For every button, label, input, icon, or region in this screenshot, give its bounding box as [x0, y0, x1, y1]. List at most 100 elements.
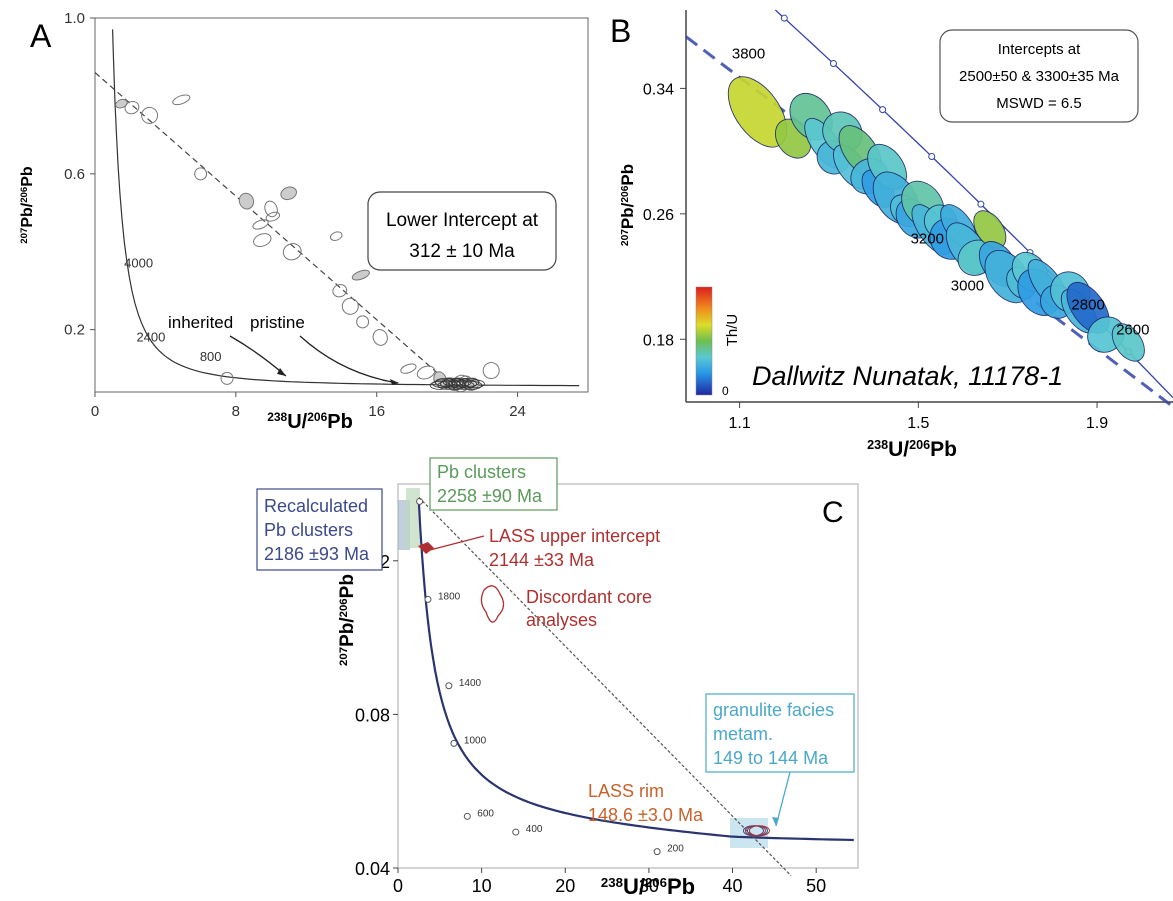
- panel-a-intercept-text: Lower Intercept at: [386, 210, 539, 231]
- concordia-age-marker: [653, 848, 661, 856]
- data-ellipse: [351, 269, 370, 281]
- y-tick-label: 1.0: [64, 10, 85, 27]
- concordia-age-label: 600: [477, 808, 494, 819]
- x-tick-label: 10: [472, 876, 492, 896]
- panel-c-ylabel-part: 207: [338, 647, 350, 666]
- lass-rim-text: 148.6 ±3.0 Ma: [588, 805, 704, 825]
- concordia-age-label: 3200: [911, 231, 944, 248]
- panel-a-xlabel: 238U/206Pb: [267, 410, 353, 433]
- concordia-age-marker: [829, 60, 837, 68]
- concordia-age-marker: [879, 106, 887, 114]
- concordia-age-marker: [450, 739, 458, 747]
- arrowhead-inherited: [277, 368, 286, 376]
- concordia-age-label: 4000: [124, 255, 153, 270]
- cluster-ellipse: [440, 379, 462, 389]
- x-tick-label: 1.9: [1086, 415, 1108, 432]
- concordia-age-marker: [424, 595, 432, 603]
- granulite-arrowhead: [772, 817, 779, 826]
- x-tick-label: 8: [232, 403, 240, 420]
- panel-b-xlabel: 238U/206Pb: [867, 438, 957, 461]
- x-tick-label: 0: [91, 403, 99, 420]
- x-tick-label: 1.1: [728, 415, 750, 432]
- colorbar-label: Th/U: [724, 314, 741, 347]
- cluster-ellipse: [432, 379, 454, 389]
- concordia-age-label: 1400: [459, 678, 482, 689]
- panel-b-intercept-box: [939, 29, 1139, 123]
- panel-c-xlabel-part: U/: [623, 874, 645, 899]
- th-u-ellipse: [1111, 323, 1145, 362]
- panel-a-frame: [94, 17, 589, 393]
- data-ellipse: [356, 315, 370, 329]
- data-ellipse: [280, 186, 297, 201]
- panel-b-ylabel-text: 207Pb/206Pb: [618, 164, 637, 246]
- data-ellipse: [372, 329, 388, 346]
- data-ellipse: [172, 94, 191, 106]
- granulite-leader: [775, 771, 791, 827]
- panel-b-ylabel-part: 206: [620, 185, 631, 202]
- data-ellipse: [141, 106, 159, 124]
- data-ellipse: [400, 363, 417, 374]
- panel-a-ylabel-part: Pb/: [19, 202, 36, 227]
- panel-c-ylabel: 207Pb/206Pb: [337, 574, 358, 666]
- concordia-age-label: 200: [667, 844, 684, 855]
- recalc-text: 2186 ±93 Ma: [264, 544, 370, 564]
- granulite-text: 149 to 144 Ma: [713, 748, 829, 768]
- panel-c-ylabel-part: 206: [338, 598, 350, 617]
- data-ellipse: [220, 371, 234, 385]
- lass-upper-leader: [429, 535, 485, 551]
- pb-band: [406, 488, 420, 548]
- concordia-age-label: 800: [200, 349, 222, 364]
- panel-a-letter: A: [30, 18, 52, 54]
- y-tick-label: 0.34: [643, 81, 674, 98]
- x-tick-label: 50: [806, 876, 826, 896]
- granulite-box: [705, 693, 855, 773]
- panel-b-letter: B: [610, 13, 631, 49]
- panel-c-letter: C: [822, 496, 844, 529]
- panel-c-xlabel-part: 206: [645, 875, 667, 890]
- panel-a-ylabel-text: 207Pb/206Pb: [19, 166, 37, 244]
- data-ellipse: [115, 98, 128, 109]
- cluster-ellipse: [456, 379, 477, 389]
- data-ellipse: [282, 243, 302, 261]
- panel-b-ylabel: 207Pb/206Pb: [618, 164, 637, 246]
- concordia-age-marker: [416, 497, 424, 505]
- panel-b-ylabel-part: 207: [620, 229, 631, 246]
- concordia-age-label: 1800: [438, 591, 461, 602]
- concordia-age-marker: [512, 828, 520, 836]
- concordia-age-label: 3000: [951, 278, 984, 295]
- annot-inherited: inherited: [168, 313, 233, 332]
- concordia-age-label: 2600: [1116, 322, 1149, 339]
- pb-box: [429, 457, 558, 511]
- th-u-colorbar: [695, 286, 713, 396]
- concordia-age-marker: [463, 812, 471, 820]
- data-ellipse: [265, 211, 281, 222]
- panel-c-xlabel-part: Pb: [667, 874, 695, 899]
- concordia-age-label: 1000: [464, 735, 487, 746]
- panel-c-frame: [397, 483, 859, 869]
- panel-b-xlabel-text: 238U/206Pb: [867, 438, 957, 461]
- x-tick-label: 40: [723, 876, 743, 896]
- concordia-age-label: 2800: [1071, 296, 1104, 313]
- y-tick-label: 0.04: [355, 859, 390, 879]
- panel-b-sample-name: Dallwitz Nunatak, 11178-1: [752, 361, 1063, 391]
- panel-a-xlabel-part: Pb: [327, 411, 353, 433]
- recalc-text: Pb clusters: [264, 520, 353, 540]
- cluster-ellipse: [445, 380, 467, 390]
- data-ellipse: [124, 100, 140, 115]
- panel-c-xlabel-part: 238: [601, 875, 623, 890]
- panel-c-ylabel-part: Pb: [337, 574, 358, 598]
- x-tick-label: 24: [509, 403, 526, 420]
- cluster-ellipse: [464, 379, 485, 389]
- cluster-ellipse: [429, 380, 451, 390]
- panel-c-ylabel-part: Pb/: [337, 617, 358, 647]
- panel-a: A0 8 16 240.20.61.0238U/206Pb207Pb/206Pb400…: [19, 10, 589, 433]
- panel-a-intercept-box: [367, 191, 557, 271]
- concordia-age-marker: [445, 682, 453, 690]
- panel-b-intercept-text: MSWD = 6.5: [996, 95, 1081, 112]
- panel-b-intercept-text: Intercepts at: [998, 41, 1081, 58]
- panel-a-ylabel-part: 207: [19, 228, 30, 244]
- concordia-age-marker: [780, 14, 788, 22]
- cluster-ellipse: [437, 380, 459, 390]
- panel-a-intercept-text: 312 ± 10 Ma: [409, 241, 515, 262]
